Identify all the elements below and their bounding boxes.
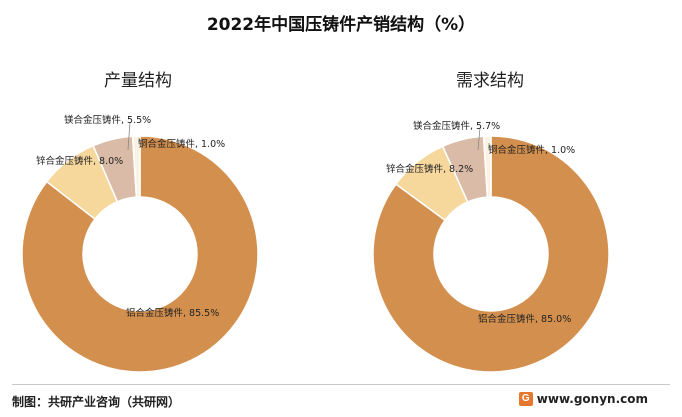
slice-copper <box>482 135 492 198</box>
data-label: 铜合金压铸件, 1.0% <box>488 144 575 156</box>
data-label: 锌合金压铸件, 8.2% <box>386 163 473 175</box>
leader-line <box>477 127 481 151</box>
slice-copper <box>131 135 141 198</box>
leader-line <box>127 121 131 151</box>
data-label: 镁合金压铸件, 5.7% <box>413 120 500 132</box>
slice-aluminum <box>372 135 610 373</box>
slice-aluminum <box>21 135 259 373</box>
footer-brand: G www.gonyn.com <box>518 392 648 406</box>
website-url: www.gonyn.com <box>536 392 648 406</box>
brand-logo-icon: G <box>518 392 533 406</box>
source-note: 制图：共研产业咨询（共研网） <box>12 395 181 409</box>
data-label: 镁合金压铸件, 5.5% <box>64 114 151 126</box>
data-label: 锌合金压铸件, 8.0% <box>36 155 123 167</box>
left-chart-title: 产量结构 <box>104 71 172 91</box>
chart-title: 2022年中国压铸件产销结构（%） <box>206 15 476 35</box>
data-label: 铜合金压铸件, 1.0% <box>138 138 225 150</box>
right-chart-title: 需求结构 <box>456 71 524 91</box>
footer-divider <box>12 384 670 385</box>
data-label: 铝合金压铸件, 85.5% <box>126 307 219 319</box>
data-label: 铝合金压铸件, 85.0% <box>478 313 571 325</box>
